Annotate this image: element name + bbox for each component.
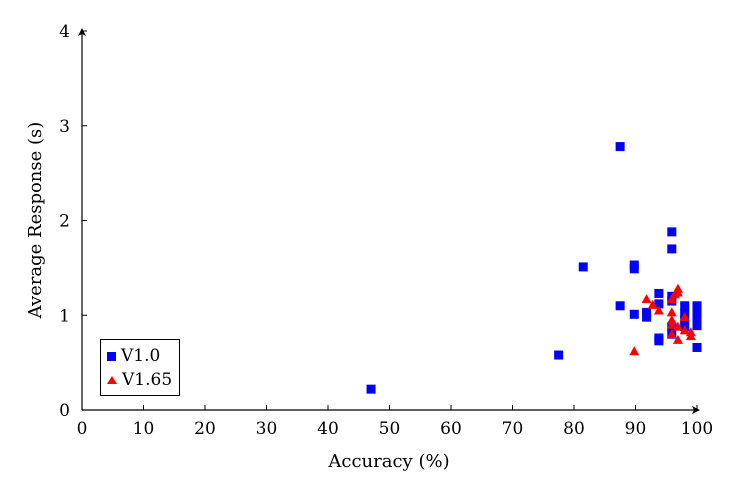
- data-point-square: [667, 227, 677, 237]
- data-point-triangle: [666, 319, 677, 329]
- x-axis-arrow-icon: [692, 406, 700, 414]
- y-axis-arrow-icon: [78, 28, 86, 36]
- data-point-triangle: [666, 307, 677, 317]
- data-point-square: [642, 312, 652, 322]
- x-tick-label: 40: [317, 419, 339, 439]
- legend-item-v1-0: V1.0: [107, 345, 160, 367]
- data-point-square: [654, 288, 664, 298]
- data-point-square: [629, 264, 639, 274]
- x-tick-label: 70: [502, 419, 524, 439]
- x-tick-label: 60: [440, 419, 462, 439]
- x-tick-label: 20: [194, 419, 216, 439]
- data-point-triangle: [672, 287, 683, 297]
- y-tick-label: 1: [59, 306, 70, 326]
- data-point-square: [667, 244, 677, 254]
- data-point-triangle: [647, 299, 658, 309]
- data-point-triangle: [685, 331, 696, 341]
- x-tick-label: 30: [256, 419, 278, 439]
- data-point-square: [692, 307, 702, 317]
- data-point-square: [680, 301, 690, 311]
- x-tick-label: 0: [77, 419, 88, 439]
- y-tick-label: 0: [59, 401, 70, 421]
- data-point-triangle: [653, 305, 664, 315]
- y-tick-label: 4: [59, 22, 70, 42]
- data-point-square: [692, 342, 702, 352]
- data-point-triangle: [672, 321, 683, 331]
- data-point-square: [615, 301, 625, 311]
- data-point-square: [615, 142, 625, 152]
- x-tick-label: 50: [379, 419, 401, 439]
- data-point-square: [692, 301, 702, 311]
- legend-item-v1-65: V1.65: [107, 369, 172, 391]
- square-marker-icon: [107, 351, 116, 361]
- legend-label: V1.65: [122, 370, 173, 390]
- x-tick-label: 100: [681, 419, 713, 439]
- data-point-triangle: [666, 314, 677, 324]
- data-points: [366, 142, 702, 394]
- data-point-square: [654, 336, 664, 346]
- data-point-triangle: [666, 294, 677, 304]
- x-tick-label: 10: [133, 419, 155, 439]
- x-tick-label: 80: [563, 419, 585, 439]
- axes: 0 10 20 30 40 50 60 70 80 90 100 0 1 2 3 4: [59, 22, 713, 439]
- data-point-triangle: [672, 334, 683, 344]
- data-point-triangle: [679, 325, 690, 335]
- legend: V1.0 V1.65: [100, 339, 180, 396]
- data-point-square: [642, 307, 652, 317]
- data-point-square: [692, 314, 702, 324]
- y-axis-title: Average Response (s): [25, 122, 46, 320]
- data-point-square: [554, 350, 564, 360]
- data-point-square: [366, 384, 376, 394]
- data-point-square: [578, 262, 588, 272]
- data-point-triangle: [679, 312, 690, 322]
- x-tick-label: 90: [625, 419, 647, 439]
- data-point-triangle: [641, 294, 652, 304]
- triangle-marker-icon: [107, 376, 117, 384]
- x-axis-title: Accuracy (%): [327, 451, 449, 472]
- y-tick-label: 3: [59, 117, 70, 137]
- data-point-square: [654, 299, 664, 309]
- data-point-triangle: [629, 346, 640, 356]
- data-point-triangle: [666, 329, 677, 339]
- y-tick-label: 2: [59, 212, 70, 232]
- legend-label: V1.0: [121, 346, 161, 366]
- data-point-square: [629, 309, 639, 319]
- data-point-square: [692, 321, 702, 331]
